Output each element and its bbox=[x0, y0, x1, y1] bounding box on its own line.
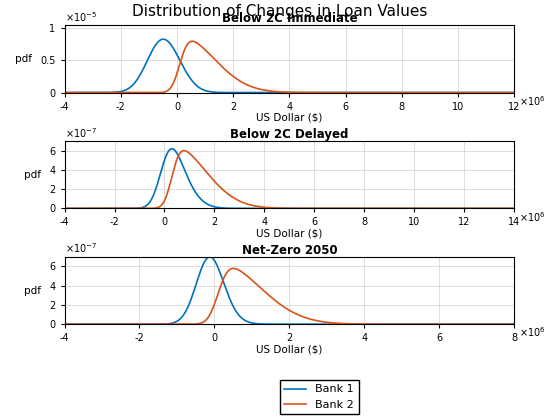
Text: ×10$^{-7}$: ×10$^{-7}$ bbox=[64, 126, 97, 140]
Bank 1 bbox=[511, 90, 517, 95]
Text: ×10$^{-7}$: ×10$^{-7}$ bbox=[64, 241, 97, 255]
Bank 1 bbox=[61, 90, 68, 95]
Bank 2 bbox=[431, 322, 437, 327]
X-axis label: US Dollar ($): US Dollar ($) bbox=[256, 344, 323, 354]
Bank 1 bbox=[61, 322, 68, 327]
Bank 1 bbox=[160, 37, 167, 42]
Bank 1 bbox=[331, 90, 338, 95]
Bank 2 bbox=[511, 90, 517, 95]
Bank 2 bbox=[189, 39, 195, 44]
Bank 1 bbox=[331, 322, 338, 327]
Bank 1 bbox=[169, 146, 175, 151]
Bank 1 bbox=[431, 206, 437, 211]
Bank 2 bbox=[143, 206, 150, 211]
Text: ×10$^6$: ×10$^6$ bbox=[519, 210, 545, 223]
X-axis label: US Dollar ($): US Dollar ($) bbox=[256, 229, 323, 239]
Y-axis label: pdf: pdf bbox=[24, 286, 41, 296]
Bank 2 bbox=[61, 90, 68, 95]
Bank 2 bbox=[511, 206, 517, 211]
Y-axis label: pdf: pdf bbox=[24, 170, 41, 180]
Bank 1 bbox=[331, 206, 338, 211]
Y-axis label: pdf: pdf bbox=[15, 54, 32, 64]
Bank 2 bbox=[233, 266, 240, 271]
Bank 2 bbox=[353, 206, 360, 211]
Line: Bank 2: Bank 2 bbox=[64, 151, 514, 208]
Bank 1 bbox=[511, 322, 517, 327]
Bank 1 bbox=[233, 309, 240, 314]
Bank 1 bbox=[207, 255, 213, 260]
Bank 2 bbox=[431, 206, 437, 211]
Title: Below 2C Delayed: Below 2C Delayed bbox=[230, 128, 348, 141]
Text: ×10$^6$: ×10$^6$ bbox=[519, 94, 545, 108]
Bank 1 bbox=[353, 322, 360, 327]
Text: ×10$^{-5}$: ×10$^{-5}$ bbox=[64, 10, 97, 24]
Bank 1 bbox=[233, 90, 240, 95]
Bank 2 bbox=[353, 321, 360, 326]
Bank 2 bbox=[431, 90, 437, 95]
Bank 1 bbox=[396, 322, 403, 327]
Bank 1 bbox=[511, 206, 517, 211]
Bank 2 bbox=[143, 90, 150, 95]
Line: Bank 1: Bank 1 bbox=[64, 149, 514, 208]
Bank 2 bbox=[511, 322, 517, 327]
Bank 1 bbox=[353, 90, 360, 95]
Bank 2 bbox=[181, 148, 188, 153]
Bank 2 bbox=[396, 322, 403, 327]
Bank 1 bbox=[143, 203, 150, 208]
Legend: Bank 1, Bank 2: Bank 1, Bank 2 bbox=[280, 380, 358, 415]
Bank 2 bbox=[233, 197, 240, 202]
Line: Bank 1: Bank 1 bbox=[64, 39, 514, 92]
Title: Net-Zero 2050: Net-Zero 2050 bbox=[241, 244, 337, 257]
Bank 2 bbox=[331, 206, 338, 211]
Bank 2 bbox=[61, 322, 68, 327]
Bank 1 bbox=[143, 322, 150, 327]
Bank 1 bbox=[396, 90, 403, 95]
Title: Below 2C Immediate: Below 2C Immediate bbox=[222, 12, 357, 25]
Line: Bank 2: Bank 2 bbox=[64, 268, 514, 324]
Bank 1 bbox=[353, 206, 360, 211]
Line: Bank 2: Bank 2 bbox=[64, 41, 514, 92]
Bank 1 bbox=[143, 60, 150, 66]
Bank 1 bbox=[396, 206, 403, 211]
Bank 2 bbox=[331, 90, 338, 95]
Bank 2 bbox=[61, 206, 68, 211]
X-axis label: US Dollar ($): US Dollar ($) bbox=[256, 113, 323, 123]
Text: Distribution of Changes in Loan Values: Distribution of Changes in Loan Values bbox=[132, 4, 428, 19]
Bank 2 bbox=[143, 322, 150, 327]
Bank 2 bbox=[396, 90, 403, 95]
Bank 1 bbox=[233, 206, 240, 211]
Bank 1 bbox=[431, 90, 437, 95]
Bank 2 bbox=[230, 266, 237, 271]
Text: ×10$^6$: ×10$^6$ bbox=[519, 326, 545, 339]
Bank 2 bbox=[233, 76, 240, 81]
Bank 2 bbox=[331, 320, 338, 326]
Line: Bank 1: Bank 1 bbox=[64, 257, 514, 324]
Bank 2 bbox=[396, 206, 403, 211]
Bank 2 bbox=[353, 90, 360, 95]
Bank 1 bbox=[431, 322, 437, 327]
Bank 1 bbox=[61, 206, 68, 211]
